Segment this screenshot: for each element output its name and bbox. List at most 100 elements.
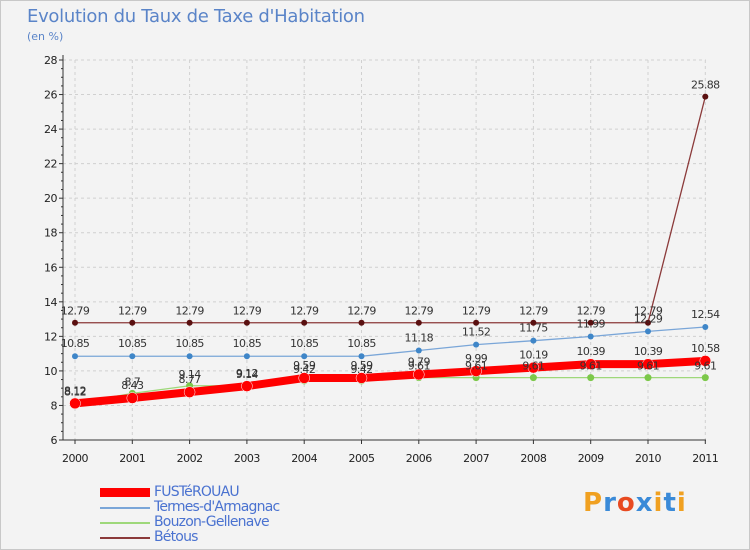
data-point-betous-2011: [702, 93, 709, 100]
data-point-betous-2008: [530, 319, 537, 326]
data-point-termes-d-armagnac-2005: [358, 353, 365, 360]
x-tick-label-2000: 2000: [62, 452, 88, 465]
data-label-fusterouau-2011: 10.58: [691, 342, 720, 355]
data-label-betous-2005: 12.79: [347, 305, 376, 318]
data-label-fusterouau-2003: 9.12: [236, 367, 258, 380]
data-point-termes-d-armagnac-2002: [186, 353, 193, 360]
data-point-fusterouau-2004: [298, 372, 310, 384]
y-tick-label-10: 26: [44, 89, 57, 102]
data-point-betous-2001: [129, 319, 136, 326]
data-point-termes-d-armagnac-2000: [72, 353, 78, 360]
data-label-bouzon-gellenave-2009: 9.61: [580, 360, 602, 373]
y-tick-label-6: 18: [44, 227, 57, 240]
data-point-betous-2005: [358, 319, 365, 326]
data-point-fusterouau-2008: [527, 361, 540, 374]
data-label-betous-2008: 12.79: [519, 305, 548, 318]
data-label-fusterouau-2004: 9.59: [293, 359, 316, 372]
plot-area: [63, 60, 706, 440]
data-label-fusterouau-2000: 8.12: [64, 384, 86, 397]
data-label-termes-d-armagnac-2010: 12.29: [634, 312, 663, 325]
data-label-betous-2010: 12.79: [634, 305, 663, 318]
data-point-betous-2009: [587, 319, 594, 326]
x-tick-label-2005: 2005: [349, 452, 375, 465]
data-label-betous-2004: 12.79: [290, 305, 319, 318]
data-label-betous-2000: 12.79: [61, 305, 90, 318]
logo-letter: x: [635, 488, 654, 518]
data-point-fusterouau-2010: [642, 358, 654, 370]
data-label-termes-d-armagnac-2007: 11.52: [462, 326, 491, 339]
data-label-fusterouau-2010: 10.39: [634, 345, 663, 358]
data-point-betous-2007: [473, 319, 480, 326]
data-label-fusterouau-2009: 10.39: [576, 345, 605, 358]
series-line-fusterouau: [71, 356, 710, 408]
data-point-termes-d-armagnac-2011: [702, 324, 709, 331]
data-point-fusterouau-2007: [470, 365, 482, 377]
y-tick-label-1: 8: [51, 399, 58, 412]
data-point-termes-d-armagnac-2001: [129, 353, 136, 360]
data-label-bouzon-gellenave-2011: 9.61: [694, 360, 716, 373]
x-tick-label-2004: 2004: [291, 452, 317, 465]
x-tick-label-2007: 2007: [463, 452, 489, 465]
data-point-betous-2002: [186, 319, 193, 326]
data-label-fusterouau-2002: 8.77: [179, 373, 202, 386]
logo-letter: r: [603, 488, 617, 518]
y-tick-label-3: 12: [44, 330, 57, 343]
data-label-betous-2011: 25.88: [691, 79, 720, 92]
series-line-betous: [74, 95, 706, 324]
data-label-bouzon-gellenave-2007: 9.61: [465, 360, 487, 373]
legend-label-fusterouau: FUSTéROUAU: [154, 484, 240, 500]
chart-title: Evolution du Taux de Taxe d'Habitation: [27, 6, 365, 27]
series-line-termes-d-armagnac: [74, 326, 706, 357]
data-label-termes-d-armagnac-2003: 10.85: [233, 337, 262, 350]
data-label-bouzon-gellenave-2003: 9.14: [236, 368, 259, 381]
data-label-fusterouau-2007: 9.99: [465, 352, 488, 365]
data-label-betous-2002: 12.79: [175, 305, 204, 318]
data-label-termes-d-armagnac-2005: 10.85: [347, 337, 376, 350]
data-label-bouzon-gellenave-2001: 8.7: [124, 375, 140, 388]
data-point-termes-d-armagnac-2007: [473, 341, 480, 348]
logo-letter: P: [583, 488, 604, 518]
data-point-betous-2004: [301, 319, 308, 326]
y-tick-label-5: 16: [44, 261, 57, 274]
data-label-bouzon-gellenave-2000: 8.12: [64, 385, 86, 398]
data-point-betous-2010: [645, 319, 651, 326]
data-point-termes-d-armagnac-2008: [530, 337, 537, 344]
x-tick-label-2011: 2011: [692, 452, 718, 465]
data-label-fusterouau-2001: 8.43: [121, 379, 144, 392]
data-label-bouzon-gellenave-2010: 9.61: [637, 360, 659, 373]
y-tick-label-0: 6: [51, 434, 58, 447]
x-tick-label-2010: 2010: [635, 452, 661, 465]
data-label-termes-d-armagnac-2008: 11.75: [519, 322, 548, 335]
data-label-termes-d-armagnac-2004: 10.85: [290, 337, 319, 350]
legend-swatch-fusterouau: [100, 488, 150, 497]
y-tick-label-8: 22: [44, 158, 57, 171]
logo-letter: t: [663, 488, 677, 518]
x-tick-label-2001: 2001: [119, 452, 145, 465]
data-point-fusterouau-2002: [183, 386, 196, 398]
proxiti-logo: Proxiti: [583, 488, 687, 518]
y-tick-label-4: 14: [44, 296, 57, 309]
data-label-termes-d-armagnac-2001: 10.85: [118, 337, 147, 350]
data-label-betous-2003: 12.79: [233, 305, 262, 318]
x-tick-label-2003: 2003: [234, 452, 260, 465]
data-point-termes-d-armagnac-2003: [243, 353, 250, 360]
data-label-termes-d-armagnac-2000: 10.85: [61, 337, 90, 350]
data-label-fusterouau-2005: 9.59: [350, 359, 373, 372]
data-point-bouzon-gellenave-2009: [587, 374, 595, 382]
data-point-bouzon-gellenave-2011: [701, 374, 709, 382]
y-tick-label-2: 10: [44, 365, 57, 378]
data-label-bouzon-gellenave-2004: 9.42: [293, 363, 315, 376]
x-tick-label-2008: 2008: [520, 452, 546, 465]
data-point-termes-d-armagnac-2010: [645, 328, 651, 335]
data-label-bouzon-gellenave-2006: 9.61: [408, 360, 430, 373]
data-point-fusterouau-2000: [69, 397, 81, 410]
data-point-fusterouau-2005: [355, 372, 368, 384]
y-tick-label-7: 20: [44, 192, 57, 205]
data-label-fusterouau-2006: 9.79: [408, 356, 431, 369]
y-tick-label-11: 28: [44, 54, 57, 67]
logo-letter: i: [676, 488, 687, 518]
data-label-fusterouau-2008: 10.19: [519, 349, 548, 362]
data-label-betous-2007: 12.79: [462, 305, 491, 318]
data-point-fusterouau-2009: [584, 358, 597, 370]
